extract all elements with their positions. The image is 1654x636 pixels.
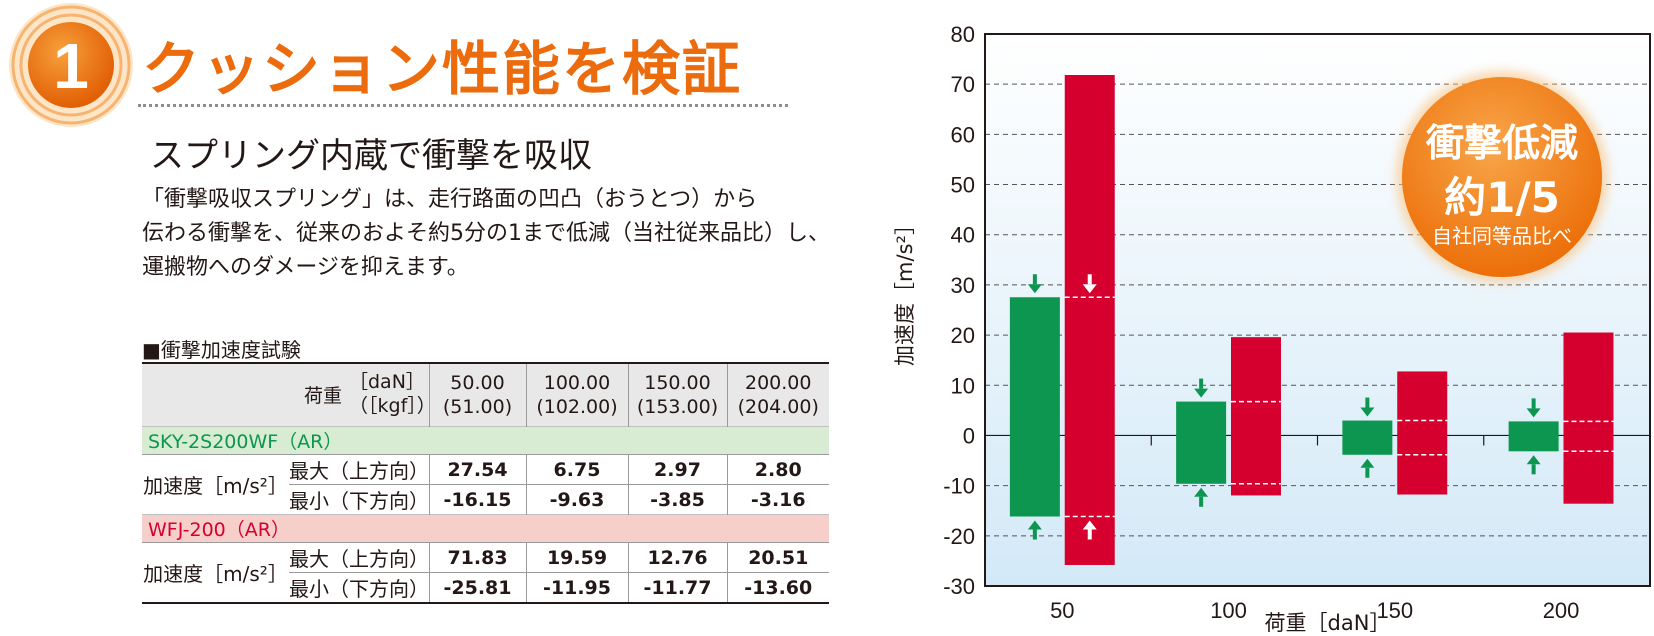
bar-50-conventional bbox=[1064, 74, 1115, 565]
table-title: ■衝撃加速度試験 bbox=[142, 338, 301, 362]
description-line: 伝わる衝撃を、従来のおよそ約5分の1まで低減（当社従来品比）し、 bbox=[142, 221, 830, 246]
badge-number: 1 bbox=[53, 30, 89, 102]
row-label: 最大（上方向） bbox=[289, 454, 429, 485]
y-tick-label: 0 bbox=[963, 423, 975, 448]
table-cell: 2.80 bbox=[726, 454, 829, 485]
arrow-icon bbox=[1360, 407, 1375, 417]
arrow-icon bbox=[1027, 520, 1042, 530]
description-line: 運搬物へのダメージを抑えます。 bbox=[142, 255, 469, 280]
y-tick-label: -10 bbox=[943, 474, 975, 499]
arrow-icon bbox=[1360, 458, 1375, 468]
x-tick-label: 50 bbox=[1050, 598, 1074, 623]
plot-frame bbox=[984, 33, 1651, 587]
description-line: 「衝撃吸収スプリング」は、走行路面の凹凸（おうとつ）から bbox=[142, 187, 758, 212]
accel-label: 加速度［m/s²］ bbox=[142, 542, 289, 604]
title-divider bbox=[138, 104, 788, 107]
row-label: 最小（下方向） bbox=[289, 572, 429, 604]
table-cell: -11.77 bbox=[627, 572, 727, 604]
section-name: WFJ-200（AR） bbox=[142, 514, 829, 543]
table-header-row: 荷重 ［daN］ （［kgf］） 50.00 (51.00) 100.00 (102.… bbox=[142, 362, 829, 427]
table-cell: -13.60 bbox=[726, 572, 829, 604]
y-tick-label: 70 bbox=[951, 72, 975, 97]
table-cell: -3.85 bbox=[627, 484, 727, 515]
y-axis-label: 加速度［m/s²］ bbox=[893, 214, 917, 366]
y-tick-label: 80 bbox=[951, 22, 975, 47]
table-row: 加速度［m/s²］ 最大（上方向） 27.54 6.75 2.97 2.80 bbox=[142, 454, 829, 515]
y-tick-label: -30 bbox=[943, 574, 975, 599]
table-cell: 12.76 bbox=[627, 542, 727, 573]
acceleration-table: 荷重 ［daN］ （［kgf］） 50.00 (51.00) 100.00 (102.… bbox=[142, 362, 829, 604]
table-cell: 20.51 bbox=[726, 542, 829, 573]
y-tick-label: 40 bbox=[951, 223, 975, 248]
y-tick-label: 50 bbox=[951, 173, 975, 198]
table-cell: -25.81 bbox=[428, 572, 526, 604]
arrow-icon bbox=[1194, 487, 1209, 497]
y-tick-label: 30 bbox=[951, 273, 975, 298]
accel-label: 加速度［m/s²］ bbox=[142, 454, 289, 515]
table-cell: -16.15 bbox=[428, 484, 526, 515]
bar-100-product bbox=[1176, 401, 1227, 484]
table-cell: -9.63 bbox=[525, 484, 628, 515]
y-tick-label: 60 bbox=[951, 122, 975, 147]
table-cell: 71.83 bbox=[428, 542, 526, 573]
section-name: SKY-2S200WF（AR） bbox=[142, 426, 829, 455]
bar-100-conventional bbox=[1230, 337, 1281, 496]
unit-dan: ［daN］ bbox=[349, 371, 425, 393]
page-subtitle: スプリング内蔵で衝撃を吸収 bbox=[150, 136, 592, 176]
row-label: 最小（下方向） bbox=[289, 484, 429, 515]
bar-200-product bbox=[1508, 421, 1559, 452]
table-cell: 19.59 bbox=[525, 542, 628, 573]
load-units: ［daN］ （［kgf］） bbox=[349, 370, 436, 418]
y-tick-label: -20 bbox=[943, 524, 975, 549]
arrow-icon bbox=[1082, 520, 1097, 530]
callout-line1: 衝撃低減 bbox=[1425, 121, 1578, 165]
section-row: SKY-2S200WF（AR） bbox=[142, 426, 829, 455]
arrow-icon bbox=[1526, 455, 1541, 465]
callout-line3: 自社同等品比べ bbox=[1432, 224, 1572, 248]
arrow-icon bbox=[1194, 388, 1209, 398]
bar-50-product bbox=[1009, 297, 1060, 517]
bar-150-conventional bbox=[1397, 371, 1448, 495]
table-cell: 2.97 bbox=[627, 454, 727, 485]
arrow-icon bbox=[1526, 408, 1541, 418]
number-badge: 1 bbox=[9, 3, 133, 127]
table-row: 加速度［m/s²］ 最大（上方向） 71.83 19.59 12.76 20.5… bbox=[142, 542, 829, 604]
bar-200-conventional bbox=[1563, 332, 1614, 504]
arrow-icon bbox=[1027, 284, 1042, 294]
description: 「衝撃吸収スプリング」は、走行路面の凹凸（おうとつ）から 伝わる衝撃を、従来のお… bbox=[142, 183, 830, 285]
x-axis-label: 荷重［daN］ bbox=[1265, 611, 1391, 635]
callout-line2: 約1/5 bbox=[1444, 173, 1560, 222]
x-tick-label: 100 bbox=[1210, 598, 1247, 623]
page-title: クッション性能を検証 bbox=[142, 35, 743, 103]
table-cell: 27.54 bbox=[428, 454, 526, 485]
load-header: 荷重 ［daN］ （［kgf］） bbox=[142, 362, 436, 427]
column-header: 150.00 (153.00) bbox=[627, 362, 727, 427]
table-cell: -3.16 bbox=[726, 484, 829, 515]
table-row: 最小（下方向） -25.81 -11.95 -11.77 -13.60 bbox=[142, 572, 829, 604]
x-tick-label: 200 bbox=[1543, 598, 1580, 623]
reduction-callout: 衝撃低減 約1/5 自社同等品比べ bbox=[1396, 71, 1608, 283]
bar-150-product bbox=[1342, 420, 1393, 455]
table-cell: -11.95 bbox=[525, 572, 628, 604]
y-tick-label: 20 bbox=[951, 323, 975, 348]
table-row: 最小（下方向） -16.15 -9.63 -3.85 -3.16 bbox=[142, 484, 829, 515]
section-row: WFJ-200（AR） bbox=[142, 514, 829, 543]
unit-kgf: （［kgf］） bbox=[349, 395, 436, 417]
column-header: 100.00 (102.00) bbox=[525, 362, 628, 427]
column-header: 50.00 (51.00) bbox=[428, 362, 526, 427]
x-tick-label: 150 bbox=[1376, 598, 1413, 623]
plot-background bbox=[985, 34, 1650, 586]
arrow-icon bbox=[1082, 284, 1097, 294]
table-cell: 6.75 bbox=[525, 454, 628, 485]
y-tick-label: 10 bbox=[951, 373, 975, 398]
column-header: 200.00 (204.00) bbox=[726, 362, 829, 427]
row-label: 最大（上方向） bbox=[289, 542, 429, 573]
load-label: 荷重 bbox=[304, 385, 343, 407]
